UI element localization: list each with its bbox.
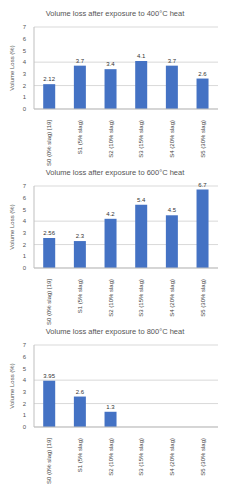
svg-text:Volume Loss (%): Volume Loss (%) bbox=[9, 45, 15, 90]
svg-text:1: 1 bbox=[23, 412, 27, 418]
svg-text:5.4: 5.4 bbox=[137, 197, 146, 203]
svg-text:4.2: 4.2 bbox=[106, 211, 115, 217]
svg-text:2.12: 2.12 bbox=[43, 76, 55, 82]
svg-text:4: 4 bbox=[23, 59, 27, 65]
svg-text:S0 (0% slag) [19]: S0 (0% slag) [19] bbox=[46, 438, 52, 484]
svg-text:1: 1 bbox=[23, 253, 27, 259]
svg-text:4: 4 bbox=[23, 377, 27, 383]
html-text:Volume loss after exposure to: Volume loss after exposure to 600°C heat bbox=[45, 168, 185, 177]
svg-text:3.7: 3.7 bbox=[168, 58, 177, 64]
svg-text:S1 (5% slag): S1 (5% slag) bbox=[77, 438, 83, 472]
svg-text:4.5: 4.5 bbox=[168, 207, 177, 213]
svg-text:S5 (30% slag): S5 (30% slag) bbox=[200, 438, 206, 476]
svg-text:S5 (30% slag): S5 (30% slag) bbox=[200, 120, 206, 158]
svg-text:2.56: 2.56 bbox=[43, 230, 55, 236]
svg-text:2: 2 bbox=[23, 242, 27, 248]
svg-text:S4 (20% slag): S4 (20% slag) bbox=[169, 438, 175, 476]
svg-text:6: 6 bbox=[23, 36, 27, 42]
svg-text:1.3: 1.3 bbox=[106, 404, 115, 410]
svg-text:2: 2 bbox=[23, 83, 27, 89]
svg-text:4.1: 4.1 bbox=[137, 53, 146, 59]
svg-text:6: 6 bbox=[23, 195, 27, 201]
svg-text:2: 2 bbox=[23, 401, 27, 407]
svg-text:S2 (10% slag): S2 (10% slag) bbox=[108, 438, 114, 476]
svg-text:5: 5 bbox=[23, 207, 27, 213]
svg-text:S4 (20% slag): S4 (20% slag) bbox=[169, 279, 175, 317]
svg-text:2.3: 2.3 bbox=[76, 233, 85, 239]
svg-text:S3 (15% slag): S3 (15% slag) bbox=[138, 438, 144, 476]
svg-text:0: 0 bbox=[23, 106, 27, 112]
svg-text:6: 6 bbox=[23, 354, 27, 360]
svg-text:S1 (5% slag): S1 (5% slag) bbox=[77, 279, 83, 313]
svg-text:S1 (5% slag): S1 (5% slag) bbox=[77, 120, 83, 154]
svg-text:0: 0 bbox=[23, 424, 27, 430]
html-text:Volume loss after exposure to: Volume loss after exposure to 400°C heat bbox=[45, 9, 185, 18]
svg-text:7: 7 bbox=[23, 342, 27, 348]
svg-text:3: 3 bbox=[23, 389, 27, 395]
svg-text:Volume Loss (%): Volume Loss (%) bbox=[9, 363, 15, 408]
svg-text:S3 (15% slag): S3 (15% slag) bbox=[138, 120, 144, 158]
svg-text:S2 (10% slag): S2 (10% slag) bbox=[108, 279, 114, 317]
svg-text:3.4: 3.4 bbox=[106, 61, 115, 67]
html-text:Volume loss after exposure to: Volume loss after exposure to 800°C heat bbox=[45, 327, 185, 336]
svg-text:S5 (30% slag): S5 (30% slag) bbox=[200, 279, 206, 317]
svg-text:6.7: 6.7 bbox=[198, 182, 207, 188]
svg-text:3.7: 3.7 bbox=[76, 58, 85, 64]
svg-text:5: 5 bbox=[23, 366, 27, 372]
svg-text:S0 (0% slag) [19]: S0 (0% slag) [19] bbox=[46, 120, 52, 166]
svg-text:7: 7 bbox=[23, 24, 27, 30]
svg-text:Volume Loss (%): Volume Loss (%) bbox=[9, 204, 15, 249]
svg-text:0: 0 bbox=[23, 265, 27, 271]
svg-text:1: 1 bbox=[23, 94, 27, 100]
svg-text:S2 (10% slag): S2 (10% slag) bbox=[108, 120, 114, 158]
svg-text:2.6: 2.6 bbox=[76, 389, 85, 395]
svg-text:3: 3 bbox=[23, 71, 27, 77]
svg-text:S3 (15% slag): S3 (15% slag) bbox=[138, 279, 144, 317]
svg-text:3.95: 3.95 bbox=[43, 373, 55, 379]
svg-text:S4 (20% slag): S4 (20% slag) bbox=[169, 120, 175, 158]
svg-text:4: 4 bbox=[23, 218, 27, 224]
svg-text:5: 5 bbox=[23, 48, 27, 54]
svg-text:2.6: 2.6 bbox=[198, 71, 207, 77]
svg-text:3: 3 bbox=[23, 230, 27, 236]
svg-text:S0 (0% slag) [19]: S0 (0% slag) [19] bbox=[46, 279, 52, 325]
svg-text:7: 7 bbox=[23, 183, 27, 189]
